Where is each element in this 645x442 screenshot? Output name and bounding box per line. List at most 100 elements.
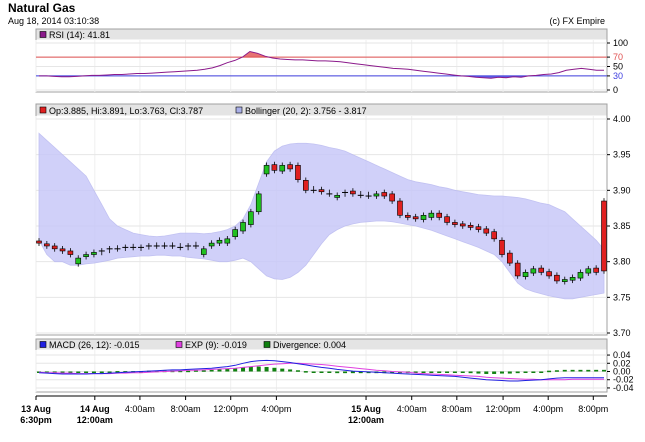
rsi-tick-label: 70 <box>613 52 623 62</box>
x-tick-label: 8:00am <box>171 404 201 414</box>
price-tick-label: 3.90 <box>613 185 631 195</box>
divergence-bar <box>523 371 528 373</box>
rsi-tick-label: 50 <box>613 62 623 72</box>
divergence-bar <box>578 369 583 372</box>
rsi-tick-label: 100 <box>613 38 628 48</box>
divergence-legend-swatch <box>263 341 271 348</box>
divergence-bar <box>350 371 355 374</box>
divergence-bar <box>209 369 214 372</box>
x-tick-label: 4:00am <box>125 404 155 414</box>
divergence-bar <box>84 371 89 373</box>
price-tick-label: 3.75 <box>613 292 631 302</box>
x-tick-sublabel: 12:00am <box>348 415 384 425</box>
divergence-bar <box>319 371 324 373</box>
candle-body <box>412 216 419 220</box>
candle-body <box>279 165 286 172</box>
price-tick-label: 3.80 <box>613 257 631 267</box>
divergence-bar <box>295 370 300 372</box>
candle-body <box>83 254 89 257</box>
divergence-bar <box>115 371 120 373</box>
divergence-bar <box>390 371 395 374</box>
x-tick-label: 4:00pm <box>261 404 291 414</box>
bollinger-band <box>38 132 605 300</box>
divergence-bar <box>570 369 575 372</box>
divergence-bar <box>303 371 308 373</box>
macd-tick-label: 0.00 <box>613 367 631 377</box>
candle-body <box>36 240 42 244</box>
candle-body <box>444 216 450 223</box>
divergence-bar <box>186 370 191 373</box>
divergence-bar <box>547 370 552 373</box>
rsi-panel-header <box>36 29 607 40</box>
candle-body <box>585 268 592 274</box>
price-tick-label: 3.70 <box>613 328 631 338</box>
candle-body <box>546 271 552 277</box>
candle-body <box>530 268 537 274</box>
divergence-legend-label: Divergence: 0.004 <box>273 340 346 350</box>
candle-body <box>499 239 505 255</box>
price-tick-label: 4.00 <box>613 114 631 124</box>
rsi-tick-label: 0 <box>613 85 618 95</box>
candle-body <box>303 180 309 191</box>
candle-body <box>507 252 513 264</box>
candle-body <box>436 212 443 218</box>
candle-body <box>428 212 435 218</box>
candle-body <box>44 243 50 247</box>
x-tick-label: 12:00pm <box>486 404 521 414</box>
divergence-bar <box>280 368 285 372</box>
price-tick-label: 3.85 <box>613 221 631 231</box>
macd-tick-label: 0.02 <box>613 358 631 368</box>
divergence-bar <box>178 370 183 373</box>
divergence-bar <box>68 371 73 373</box>
macd-panel-header <box>36 339 607 350</box>
price-panel-header <box>36 104 607 116</box>
divergence-bar <box>562 369 567 372</box>
macd-legend-label: MACD (26, 12): -0.015 <box>49 340 140 350</box>
candle-body <box>467 224 474 228</box>
divergence-bar <box>107 371 112 373</box>
candle-body <box>522 272 529 277</box>
candle-body <box>248 211 254 225</box>
macd-tick-label: 0.04 <box>613 350 631 360</box>
x-tick-sublabel: 12:00am <box>77 415 113 425</box>
divergence-bar <box>60 371 65 373</box>
divergence-bar <box>288 369 293 372</box>
macd-line <box>38 359 604 382</box>
divergence-bar <box>515 371 520 374</box>
candle-body <box>350 190 356 195</box>
x-tick-sublabel: 6:30pm <box>20 415 52 425</box>
x-tick-label: 4:00am <box>397 404 427 414</box>
divergence-bar <box>452 371 457 373</box>
divergence-bar <box>602 369 606 372</box>
candle-body <box>483 228 490 234</box>
divergence-bar <box>225 369 230 372</box>
macd-tick-label: -0.02 <box>613 375 634 385</box>
x-tick-label: 13 Aug <box>21 404 51 414</box>
divergence-bar <box>99 371 104 373</box>
divergence-bar <box>233 368 238 372</box>
divergence-bar <box>76 371 81 373</box>
rsi-legend-swatch <box>39 31 47 38</box>
divergence-bar <box>429 371 434 373</box>
divergence-bar <box>484 371 489 374</box>
candle-body <box>397 200 403 216</box>
divergence-bar <box>437 371 442 373</box>
candle-body <box>91 252 97 255</box>
divergence-bar <box>241 367 246 372</box>
x-tick-label: 4:00pm <box>533 404 563 414</box>
candle-body <box>475 226 482 230</box>
candle-body <box>601 200 607 272</box>
divergence-bar <box>421 371 426 373</box>
rsi-legend-label: RSI (14): 41.81 <box>49 30 110 40</box>
candle-body <box>271 164 278 171</box>
divergence-bar <box>413 371 418 373</box>
divergence-bar <box>217 369 222 372</box>
bollinger-legend-label: Bollinger (20, 2): 3.756 - 3.817 <box>245 106 367 116</box>
candle-body <box>200 248 207 255</box>
exp-line <box>38 362 604 381</box>
candle-body <box>232 229 238 237</box>
candle-body <box>224 238 231 244</box>
divergence-bar <box>499 371 504 374</box>
candle-body <box>569 277 576 281</box>
